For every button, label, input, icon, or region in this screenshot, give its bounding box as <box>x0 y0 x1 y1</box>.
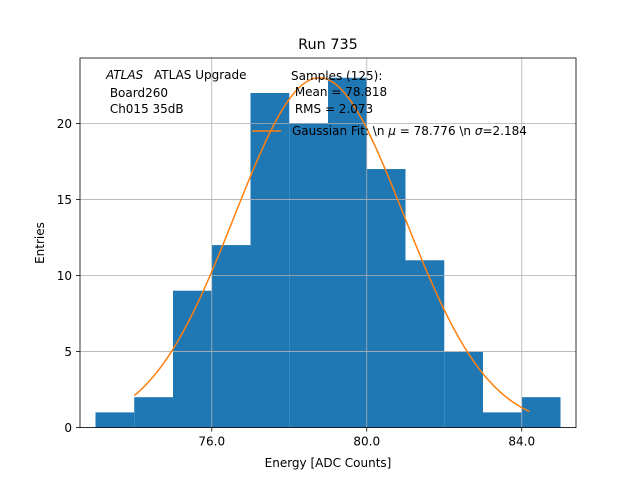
y-axis-label: Entries <box>33 222 47 264</box>
histogram-bar <box>444 351 483 428</box>
atlas-label: ATLAS <box>105 68 144 82</box>
y-tick-label: 0 <box>64 421 72 435</box>
legend-mu-value: = 78.776 \n <box>396 124 475 138</box>
stats-samples: Samples (125): <box>291 69 382 83</box>
sigma-symbol: σ <box>475 124 483 138</box>
histogram-bars <box>95 77 561 428</box>
legend-text-part: Gaussian Fit: \n <box>292 124 388 138</box>
histogram-bar <box>95 412 135 428</box>
annotation-line-2: Board260 <box>106 86 168 100</box>
legend-sigma-value: =2.184 <box>482 124 526 138</box>
legend-fit-label: Gaussian Fit: \n μ = 78.776 \n σ=2.184 <box>292 124 527 138</box>
atlas-annotation: ATLAS ATLAS Upgrade Board260 Ch015 35dB <box>105 68 247 116</box>
histogram-bar <box>173 290 212 428</box>
annotation-line-3: Ch015 35dB <box>106 102 184 116</box>
annotation-line-1: ATLAS Upgrade <box>154 68 247 82</box>
histogram-bar <box>405 260 445 428</box>
histogram-bar <box>328 77 367 428</box>
x-tick-label: 76.0 <box>198 435 225 449</box>
histogram-bar <box>250 92 290 428</box>
axes-frame <box>79 57 577 429</box>
y-tick-label: 5 <box>64 345 72 359</box>
y-tick-label: 15 <box>57 193 72 207</box>
stats-rms: RMS = 2.073 <box>291 102 373 116</box>
y-tick-label: 10 <box>57 269 72 283</box>
histogram-bar <box>521 397 561 428</box>
histogram-bar <box>483 412 522 428</box>
x-tick-label: 84.0 <box>508 435 535 449</box>
stats-mean: Mean = 78.818 <box>291 85 387 99</box>
x-axis-label: Energy [ADC Counts] <box>265 456 392 470</box>
x-tick-label: 80.0 <box>353 435 380 449</box>
histogram-bar <box>366 169 406 428</box>
legend: Gaussian Fit: \n μ = 78.776 \n σ=2.184 <box>252 124 527 138</box>
stats-box: Samples (125): Mean = 78.818 RMS = 2.073 <box>291 69 387 116</box>
chart-title: Run 735 <box>298 37 358 53</box>
axis-ticks: 76.0 80.0 84.0 0 5 10 15 20 <box>57 117 535 449</box>
y-tick-label: 20 <box>57 117 72 131</box>
mu-symbol: μ <box>387 124 396 138</box>
gaussian-fit-curve <box>133 77 530 413</box>
histogram-bar <box>211 245 251 428</box>
histogram-bar <box>134 397 173 428</box>
